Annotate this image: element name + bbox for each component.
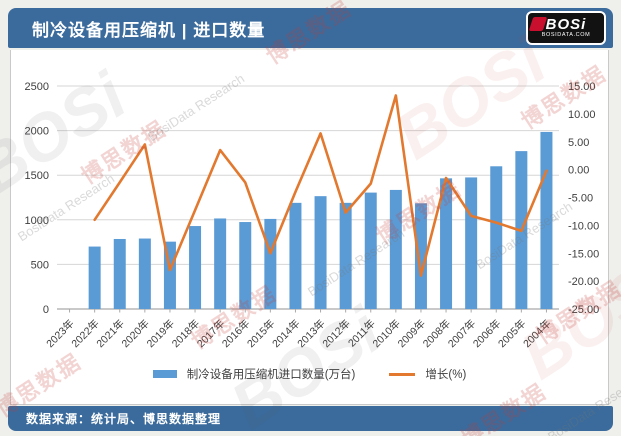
- legend-bar-label: 制冷设备用压缩机进口数量(万台): [187, 366, 356, 382]
- svg-text:5.00: 5.00: [568, 137, 589, 149]
- svg-text:1000: 1000: [25, 215, 49, 227]
- svg-text:-25.00: -25.00: [568, 304, 599, 316]
- legend-line-label: 增长(%): [425, 366, 466, 382]
- legend-line-swatch-icon: [389, 373, 415, 376]
- logo-domain-text: BOSIDATA.COM: [542, 32, 591, 39]
- svg-text:500: 500: [31, 259, 49, 271]
- combo-chart: 0 500 1000 1500 2000 2500 15.00 10.00 5.00 0.00 -5…: [11, 50, 608, 362]
- svg-text:2000: 2000: [25, 126, 49, 138]
- footer-bar: 数据来源：统计局、博思数据整理: [8, 406, 613, 431]
- svg-text:10.00: 10.00: [568, 109, 596, 121]
- svg-text:2500: 2500: [25, 81, 49, 93]
- svg-text:-10.00: -10.00: [568, 220, 599, 232]
- legend: 制冷设备用压缩机进口数量(万台) 增长(%): [11, 366, 608, 382]
- logo-red-accent-icon: [529, 17, 548, 31]
- chart-card: 0 500 1000 1500 2000 2500 15.00 10.00 5.00 0.00 -5…: [10, 50, 609, 405]
- svg-text:2004年: 2004年: [520, 317, 553, 350]
- data-source-text: 数据来源：统计局、博思数据整理: [8, 410, 221, 427]
- legend-bar-swatch-icon: [153, 370, 177, 378]
- svg-text:2012年: 2012年: [320, 317, 353, 350]
- svg-text:0: 0: [43, 304, 49, 316]
- svg-text:-5.00: -5.00: [568, 193, 593, 205]
- svg-text:0.00: 0.00: [568, 165, 589, 177]
- svg-text:15.00: 15.00: [568, 81, 596, 93]
- svg-text:1500: 1500: [25, 170, 49, 182]
- page-title: 制冷设备用压缩机 | 进口数量: [8, 16, 265, 41]
- bosi-logo: BOSi BOSIDATA.COM: [526, 11, 606, 45]
- header-bar: 制冷设备用压缩机 | 进口数量 BOSi BOSIDATA.COM: [8, 8, 613, 48]
- svg-text:-15.00: -15.00: [568, 248, 599, 260]
- page: 制冷设备用压缩机 | 进口数量 BOSi BOSIDATA.COM 0 500 10…: [0, 0, 621, 436]
- logo-brand-text: BOSi: [546, 17, 587, 32]
- svg-text:-20.00: -20.00: [568, 276, 599, 288]
